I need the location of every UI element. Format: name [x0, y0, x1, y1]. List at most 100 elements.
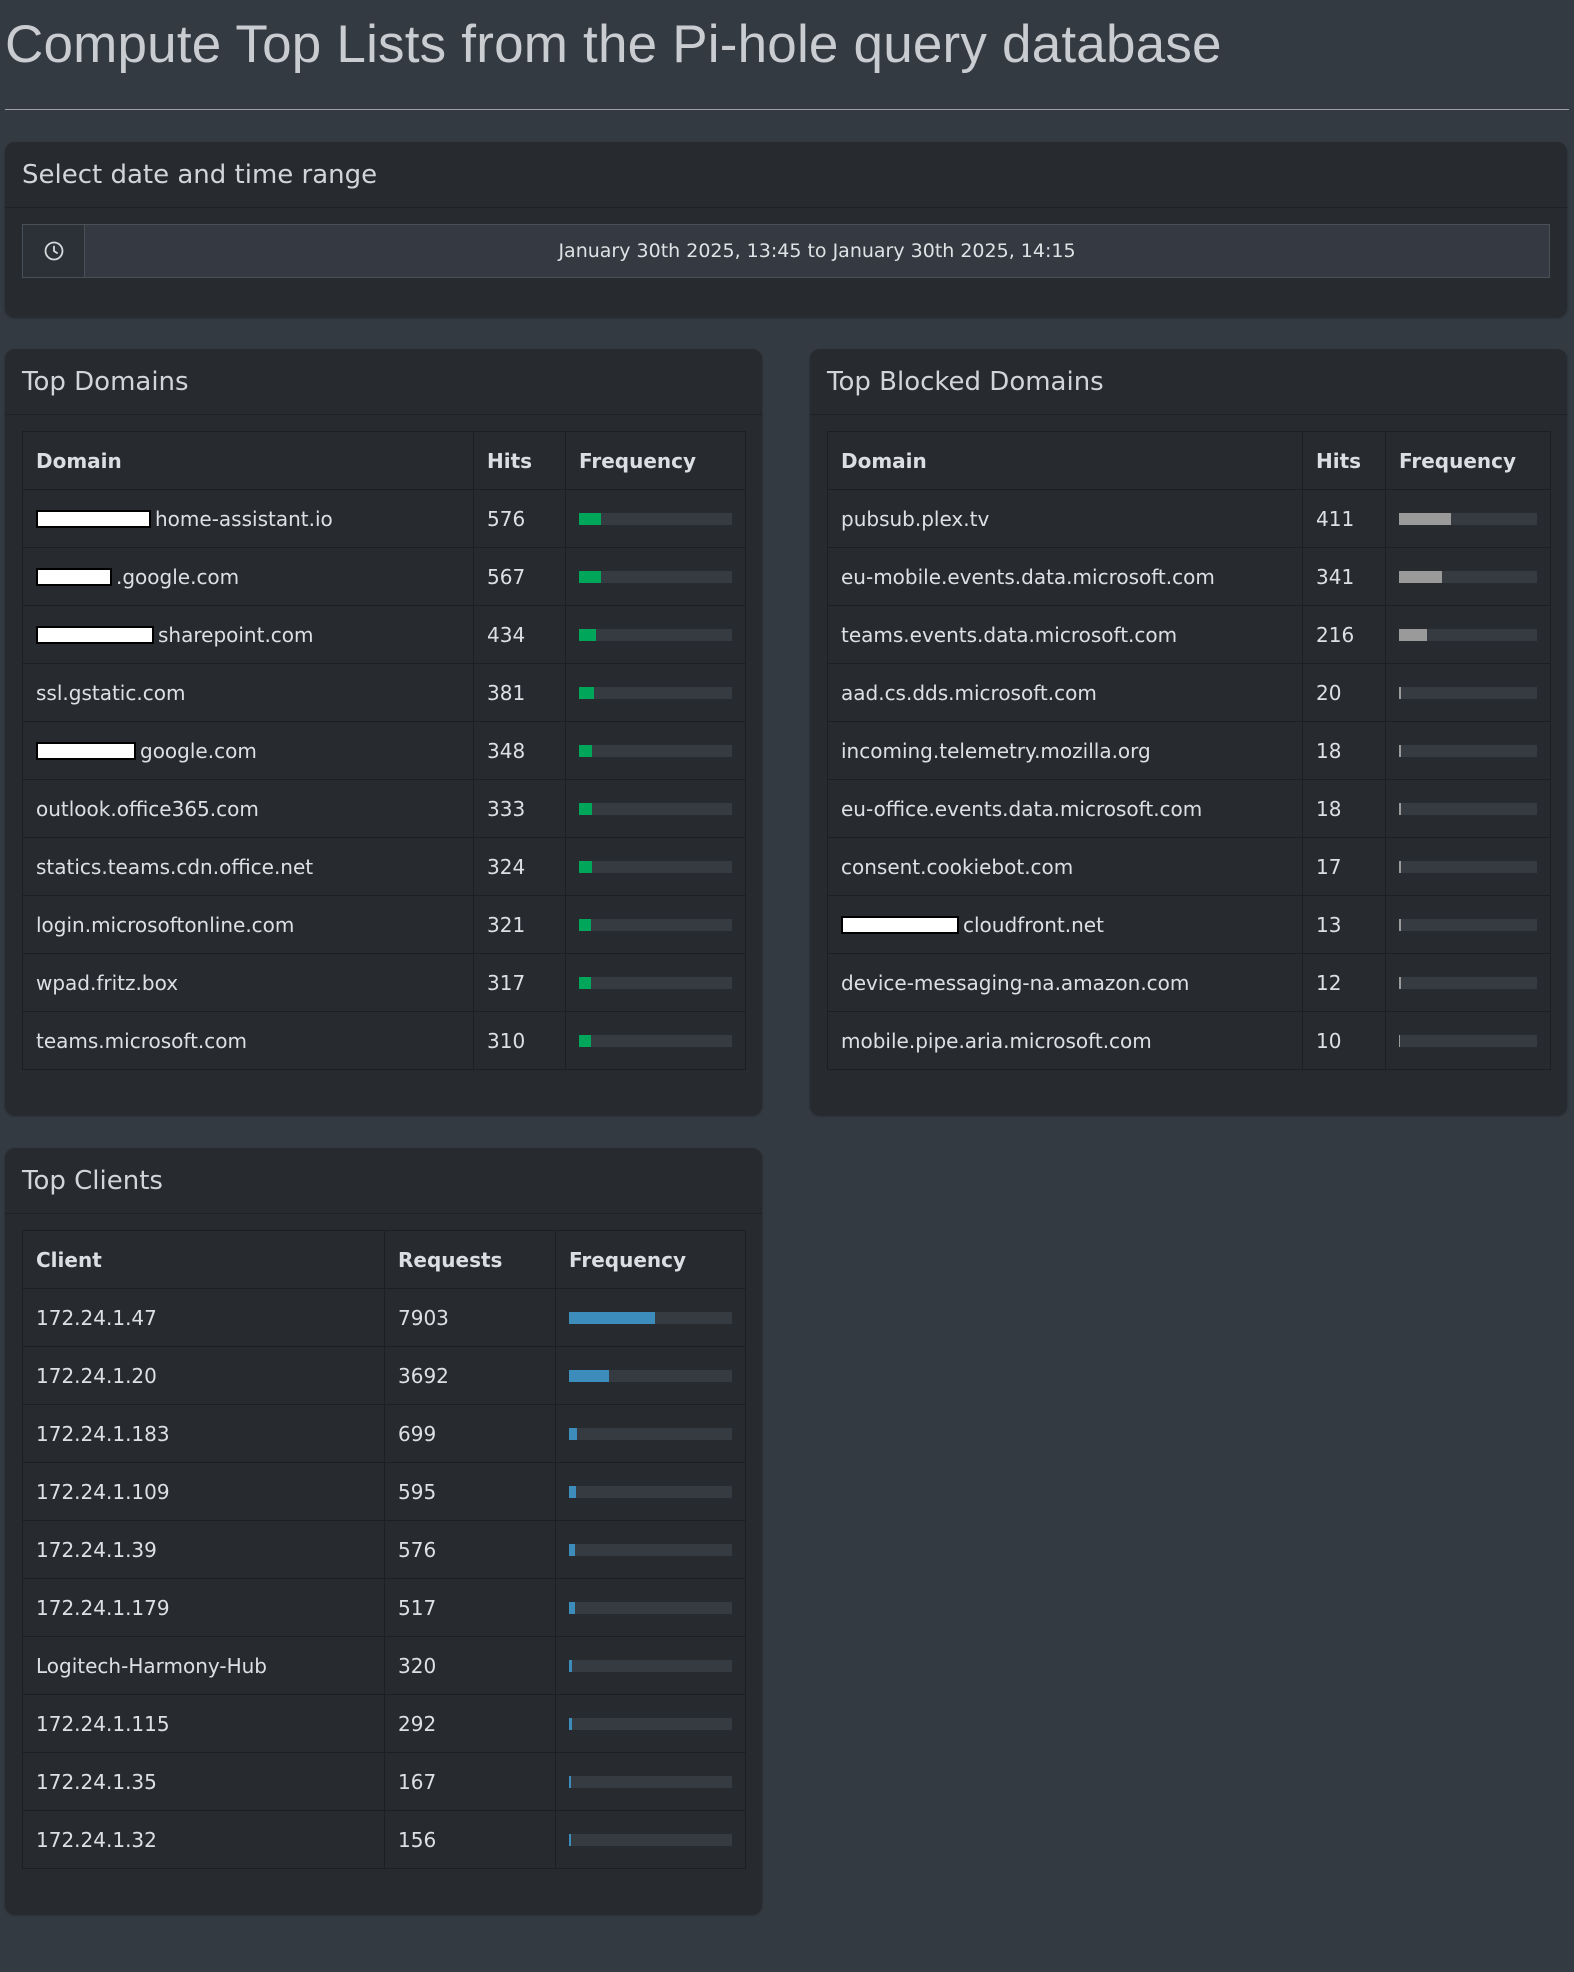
- top-clients-title: Top Clients: [5, 1148, 762, 1214]
- client-name[interactable]: 172.24.1.179: [36, 1595, 170, 1620]
- top-domains-table: Domain Hits Frequency home-assistant.io 5…: [22, 431, 746, 1070]
- client-name[interactable]: 172.24.1.32: [36, 1827, 157, 1852]
- redaction-box: [36, 625, 154, 644]
- frequency-cell: [555, 1752, 746, 1811]
- hits-cell: 10: [1302, 1011, 1386, 1070]
- hits-cell: 411: [1302, 489, 1386, 548]
- domain-name[interactable]: teams.events.data.microsoft.com: [841, 622, 1178, 647]
- frequency-cell: [1385, 1011, 1551, 1070]
- frequency-cell: [565, 895, 746, 954]
- domain-name[interactable]: login.microsoftonline.com: [36, 912, 295, 937]
- column-header-domain[interactable]: Domain: [827, 431, 1303, 490]
- table-row: login.microsoftonline.com 321: [22, 895, 746, 954]
- frequency-bar-track: [579, 512, 732, 525]
- domain-name[interactable]: eu-mobile.events.data.microsoft.com: [841, 564, 1215, 589]
- hits-cell: 17: [1302, 837, 1386, 896]
- requests-cell: 699: [384, 1404, 556, 1463]
- domain-name[interactable]: cloudfront.net: [963, 912, 1104, 937]
- frequency-bar: [569, 1833, 571, 1846]
- frequency-cell: [1385, 663, 1551, 722]
- column-header-client[interactable]: Client: [22, 1230, 385, 1289]
- date-range-picker[interactable]: January 30th 2025, 13:45 to January 30th…: [22, 224, 1550, 278]
- domain-cell: pubsub.plex.tv: [827, 489, 1303, 548]
- client-cell: 172.24.1.35: [22, 1752, 385, 1811]
- column-header-frequency[interactable]: Frequency: [565, 431, 746, 490]
- column-header-requests[interactable]: Requests: [384, 1230, 556, 1289]
- table-row: incoming.telemetry.mozilla.org 18: [827, 721, 1551, 780]
- domain-name[interactable]: ssl.gstatic.com: [36, 680, 186, 705]
- domain-name[interactable]: consent.cookiebot.com: [841, 854, 1074, 879]
- client-cell: 172.24.1.179: [22, 1578, 385, 1637]
- column-header-frequency[interactable]: Frequency: [1385, 431, 1551, 490]
- domain-name[interactable]: google.com: [140, 738, 257, 763]
- frequency-bar: [569, 1775, 571, 1788]
- frequency-bar-track: [569, 1427, 732, 1440]
- domain-cell: teams.microsoft.com: [22, 1011, 474, 1070]
- frequency-cell: [1385, 953, 1551, 1012]
- client-name[interactable]: 172.24.1.115: [36, 1711, 170, 1736]
- client-cell: 172.24.1.109: [22, 1462, 385, 1521]
- requests-cell: 517: [384, 1578, 556, 1637]
- requests-cell: 595: [384, 1462, 556, 1521]
- frequency-cell: [555, 1462, 746, 1521]
- table-row: consent.cookiebot.com 17: [827, 837, 1551, 896]
- frequency-bar: [1399, 976, 1401, 989]
- domain-name[interactable]: device-messaging-na.amazon.com: [841, 970, 1190, 995]
- domain-cell: teams.events.data.microsoft.com: [827, 605, 1303, 664]
- frequency-bar: [569, 1717, 573, 1730]
- domain-name[interactable]: eu-office.events.data.microsoft.com: [841, 796, 1203, 821]
- frequency-bar-track: [1399, 860, 1537, 873]
- client-name[interactable]: 172.24.1.35: [36, 1769, 157, 1794]
- frequency-cell: [565, 605, 746, 664]
- hits-cell: 13: [1302, 895, 1386, 954]
- redaction-box: [841, 915, 959, 934]
- table-row: teams.microsoft.com 310: [22, 1011, 746, 1070]
- frequency-cell: [555, 1288, 746, 1347]
- clock-icon: [23, 225, 85, 277]
- domain-name[interactable]: incoming.telemetry.mozilla.org: [841, 738, 1151, 763]
- domain-name[interactable]: outlook.office365.com: [36, 796, 259, 821]
- hits-cell: 341: [1302, 547, 1386, 606]
- frequency-bar: [569, 1427, 577, 1440]
- column-header-frequency[interactable]: Frequency: [555, 1230, 746, 1289]
- column-header-hits[interactable]: Hits: [473, 431, 566, 490]
- domain-name[interactable]: .google.com: [116, 564, 240, 589]
- frequency-bar-track: [1399, 512, 1537, 525]
- domain-name[interactable]: pubsub.plex.tv: [841, 506, 990, 531]
- domain-name[interactable]: sharepoint.com: [158, 622, 314, 647]
- client-cell: 172.24.1.39: [22, 1520, 385, 1579]
- client-name[interactable]: 172.24.1.47: [36, 1305, 157, 1330]
- table-row: ssl.gstatic.com 381: [22, 663, 746, 722]
- column-header-hits[interactable]: Hits: [1302, 431, 1386, 490]
- frequency-bar-track: [1399, 918, 1537, 931]
- client-name[interactable]: 172.24.1.183: [36, 1421, 170, 1446]
- domain-cell: aad.cs.dds.microsoft.com: [827, 663, 1303, 722]
- hits-cell: 12: [1302, 953, 1386, 1012]
- frequency-bar: [569, 1311, 656, 1324]
- client-name[interactable]: Logitech-Harmony-Hub: [36, 1653, 267, 1678]
- frequency-bar: [579, 918, 592, 931]
- frequency-bar: [579, 570, 601, 583]
- frequency-bar: [579, 628, 596, 641]
- client-name[interactable]: 172.24.1.39: [36, 1537, 157, 1562]
- client-name[interactable]: 172.24.1.20: [36, 1363, 157, 1388]
- column-header-domain[interactable]: Domain: [22, 431, 474, 490]
- domain-name[interactable]: wpad.fritz.box: [36, 970, 179, 995]
- domain-name[interactable]: aad.cs.dds.microsoft.com: [841, 680, 1097, 705]
- frequency-bar-track: [569, 1601, 732, 1614]
- domain-name[interactable]: home-assistant.io: [155, 506, 333, 531]
- domain-name[interactable]: mobile.pipe.aria.microsoft.com: [841, 1028, 1152, 1053]
- frequency-bar-track: [569, 1485, 732, 1498]
- frequency-bar: [569, 1485, 576, 1498]
- top-clients-table: Client Requests Frequency 172.24.1.47 790…: [22, 1230, 746, 1869]
- domain-name[interactable]: statics.teams.cdn.office.net: [36, 854, 314, 879]
- domain-cell: home-assistant.io: [22, 489, 474, 548]
- client-name[interactable]: 172.24.1.109: [36, 1479, 170, 1504]
- frequency-bar-track: [569, 1833, 732, 1846]
- frequency-cell: [1385, 837, 1551, 896]
- hits-cell: 434: [473, 605, 566, 664]
- date-range-input[interactable]: January 30th 2025, 13:45 to January 30th…: [558, 240, 1076, 262]
- frequency-bar-track: [579, 628, 732, 641]
- domain-name[interactable]: teams.microsoft.com: [36, 1028, 247, 1053]
- frequency-cell: [555, 1520, 746, 1579]
